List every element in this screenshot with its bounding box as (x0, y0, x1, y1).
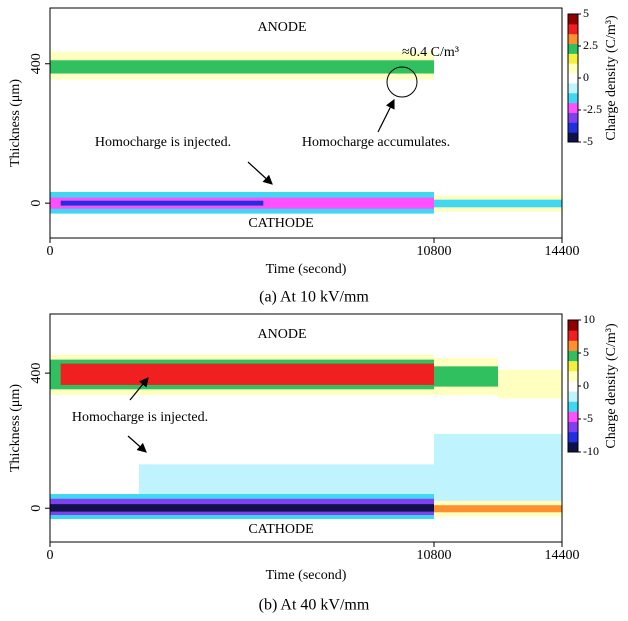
heat-cell (434, 199, 562, 208)
colorbar-label: Charge density (C/m³) (604, 323, 619, 449)
x-tick-label: 0 (47, 244, 54, 259)
colorbar-tick-label: -10 (583, 444, 599, 458)
colorbar-segment (568, 360, 578, 372)
x-tick-label: 0 (47, 548, 54, 563)
colorbar-segment (568, 14, 578, 25)
heat-cell (60, 363, 435, 385)
colorbar-tick-label: 5 (583, 6, 589, 20)
x-tick-label: 14400 (545, 548, 580, 563)
heat-cell (50, 60, 434, 74)
colorbar-segment (568, 340, 578, 351)
colorbar-tick-label: 2.5 (583, 38, 598, 52)
colorbar-segment (568, 122, 578, 133)
colorbar-segment (568, 73, 578, 84)
heat-cell (498, 369, 562, 399)
colorbar-segment (568, 401, 578, 412)
colorbar-segment (568, 33, 578, 45)
colorbar-segment (568, 53, 578, 64)
plot-frame (49, 313, 563, 543)
caption: (a) At 10 kV/mm (259, 289, 369, 306)
colorbar-segment (568, 102, 578, 113)
x-tick-label: 10800 (417, 244, 452, 259)
colorbar-tick-label: -5 (583, 411, 593, 425)
heat-cell (434, 366, 498, 387)
annotation: Homocharge is injected. (95, 135, 231, 150)
colorbar-segment (568, 82, 578, 94)
heat-cell (434, 505, 562, 513)
heat-cell (434, 53, 562, 75)
colorbar-segment (568, 350, 578, 362)
arrow (129, 377, 149, 401)
colorbar-segment (568, 411, 578, 423)
colorbar-segment (568, 23, 578, 35)
colorbar-segment (568, 320, 578, 331)
colorbar-tick-label: 0 (583, 378, 589, 392)
annotation: Homocharge accumulates. (302, 135, 450, 150)
colorbar-segment (568, 441, 578, 453)
x-axis-label: Time (second) (266, 568, 347, 583)
arrow (247, 161, 273, 185)
y-axis-label: Thickness (μm) (8, 384, 23, 472)
heat-cell (434, 433, 562, 502)
highlight-circle (386, 66, 418, 98)
annotation: ≈0.4 C/m³ (402, 45, 459, 60)
colorbar-segment (568, 112, 578, 123)
annotation: ANODE (258, 327, 307, 342)
annotation: CATHODE (248, 522, 313, 537)
colorbar-tick-label: 10 (583, 312, 595, 326)
x-tick-label: 10800 (417, 548, 452, 563)
arrow (127, 435, 147, 453)
colorbar-segment (568, 380, 578, 392)
plot-frame (49, 7, 563, 239)
y-tick-label: 0 (29, 200, 44, 207)
x-axis-label: Time (second) (266, 262, 347, 277)
colorbar-tick-label: 5 (583, 345, 589, 359)
colorbar-tick-label: 0 (583, 70, 589, 84)
colorbar-segment (568, 63, 578, 74)
colorbar-segment (568, 92, 578, 104)
colorbar-segment (568, 391, 578, 402)
colorbar-label: Charge density (C/m³) (604, 15, 619, 141)
heat-cell (60, 200, 264, 206)
annotation: ANODE (258, 20, 307, 35)
colorbar-segment (568, 43, 578, 54)
y-axis-label: Thickness (μm) (8, 79, 23, 167)
arrow (377, 98, 395, 133)
colorbar-segment (568, 431, 578, 443)
colorbar-segment (568, 370, 578, 382)
colorbar-segment (568, 132, 578, 143)
x-tick-label: 14400 (545, 244, 580, 259)
annotation: Homocharge is injected. (72, 410, 208, 425)
colorbar-segment (568, 330, 578, 341)
annotations: ANODE CATHODE ≈0.4 C/m³ Homocharge is in… (72, 20, 459, 537)
y-tick-label: 400 (29, 53, 44, 74)
colorbar-tick-label: -2.5 (583, 102, 602, 116)
heat-cell (50, 504, 434, 512)
y-tick-label: 400 (29, 363, 44, 384)
y-tick-label: 0 (29, 505, 44, 512)
caption: (b) At 40 kV/mm (259, 597, 370, 614)
colorbar-segment (568, 421, 578, 433)
colorbar-tick-label: -5 (583, 134, 593, 148)
annotation: CATHODE (248, 216, 313, 231)
